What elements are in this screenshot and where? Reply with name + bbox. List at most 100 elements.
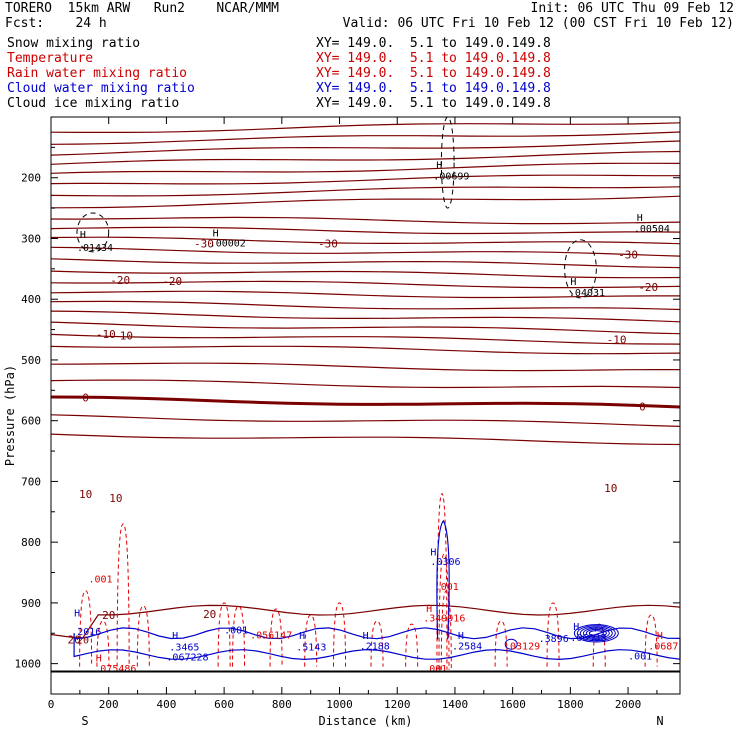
temperature-contour-label: -30 [194,237,214,250]
legend-rain-xy: XY= 149.0. 5.1 to 149.0.149.8 [316,66,551,81]
contour-annotation: H [430,547,436,558]
cloud-water-core-ring [573,624,619,643]
x-tick-label: 800 [272,698,292,711]
contour-annotation: H [172,631,178,642]
contour-annotation: .056147 [250,630,292,641]
y-tick-label: 500 [21,354,41,367]
legend-temperature-name: Temperature [7,51,94,66]
legend-cloud-water-xy: XY= 149.0. 5.1 to 149.0.149.8 [316,81,551,96]
isotherm-line [50,433,681,446]
header-line2-right: Valid: 06 UTC Fri 10 Feb 12 (00 CST Fri … [342,16,734,31]
contour-annotation: H [573,622,579,633]
isotherm-line [50,246,681,257]
isotherm-line [50,186,681,197]
temperature-contour-label: 20 [67,633,80,646]
temperature-contour-label: -10 [607,333,627,346]
south-end-label: S [81,714,88,728]
y-tick-label: 600 [21,415,41,428]
cloud-water-core-ring [576,625,616,642]
contour-annotation: .075486 [94,664,136,675]
contour-annotation: .3465 [169,643,199,654]
isotherm-line [50,333,681,345]
contour-annotation: .001 [89,575,113,586]
temperature-contour-label: 20 [203,608,216,621]
contour-annotation: 20 [77,635,89,646]
contour-annotation: .001 [423,664,447,675]
contour-annotation: .2584 [452,641,482,652]
x-tick-label: 200 [99,698,119,711]
contour-annotation: H [299,631,305,642]
x-tick-label: 0 [48,698,55,711]
isotherm-line [50,379,681,389]
y-tick-label: 800 [21,536,41,549]
temperature-contour-label: -30 [318,237,338,250]
isotherm-line [50,195,681,209]
legend-snow-name: Snow mixing ratio [7,36,141,51]
isotherm-line [50,290,680,299]
legend-cloud-ice-xy: XY= 149.0. 5.1 to 149.0.149.8 [316,96,551,111]
rain-contour [96,620,110,667]
temperature-contour-label: -30 [618,248,638,261]
rain-contour [79,590,93,667]
isotherm-line [50,216,681,225]
temperature-contour-label: 10 [79,488,92,501]
contour-annotation: H [458,631,464,642]
rain-contour [494,620,508,667]
contour-annotation: .001 [224,626,248,637]
rain-core-contour [440,590,452,670]
x-tick-label: 600 [214,698,234,711]
contour-annotation: .00002 [210,239,246,250]
x-tick-label: 2000 [615,698,642,711]
contour-annotation: H [80,230,86,241]
rain-contour [217,602,231,667]
north-end-label: N [656,714,663,728]
rain-contour [116,523,130,667]
contour-annotation: .3896 [539,634,569,645]
cloud-ice-contours [76,116,597,299]
cloud-ice-contour [564,239,597,299]
contour-annotation: H [74,609,80,620]
rain-contour [136,605,150,667]
cloud-ice-contour [76,212,110,253]
isotherm-line [50,321,681,335]
isotherm-line [50,122,681,133]
rain-contour [644,614,658,667]
contour-annotation: H [96,654,102,665]
cloud-water-core-ring [585,628,607,638]
isotherm-20-line [50,604,681,639]
temperature-contour-label: -10 [113,330,133,343]
contour-annotation: .00504 [634,224,670,235]
isotherm-line [50,345,681,355]
contour-annotation: .00699 [433,171,469,182]
isotherm-line [50,414,681,427]
contour-annotation: .2016 [71,627,101,638]
rain-contour [232,605,246,667]
x-tick-label: 1200 [384,698,411,711]
header-line1-left: TORERO 15km ARW Run2 NCAR/MMM [5,1,279,16]
temperature-contour-label: 0 [639,401,646,414]
y-tick-label: 1000 [15,658,42,671]
x-tick-label: 400 [156,698,176,711]
legend-cloud-ice-name: Cloud ice mixing ratio [7,96,180,111]
temperature-contour-label: 10 [604,482,617,495]
isotherm-line [50,236,681,245]
isotherm-line [50,270,681,279]
y-tick-label: 300 [21,232,41,245]
legend-rain-name: Rain water mixing ratio [7,66,188,81]
y-tick-label: 200 [21,172,41,185]
isotherm-line [50,174,680,185]
rain-core-contour [438,553,450,670]
axes: 0 200 400 600 800 1000 1200 1400 1600 1800 2000200… [15,117,680,711]
cloud-water-core-ring [582,627,610,639]
rain-contour [546,602,560,667]
contour-annotation: H [657,631,663,642]
temperature-contour-label: -20 [638,281,658,294]
legend-temperature-xy: XY= 149.0. 5.1 to 149.0.149.8 [316,51,551,66]
contour-annotation: .2188 [360,641,390,652]
x-tick-label: 1400 [442,698,469,711]
isotherm-line [50,310,681,323]
x-tick-label: 1800 [557,698,584,711]
isotherm-line [50,362,680,372]
legend-snow-xy: XY= 149.0. 5.1 to 149.0.149.8 [316,36,551,51]
